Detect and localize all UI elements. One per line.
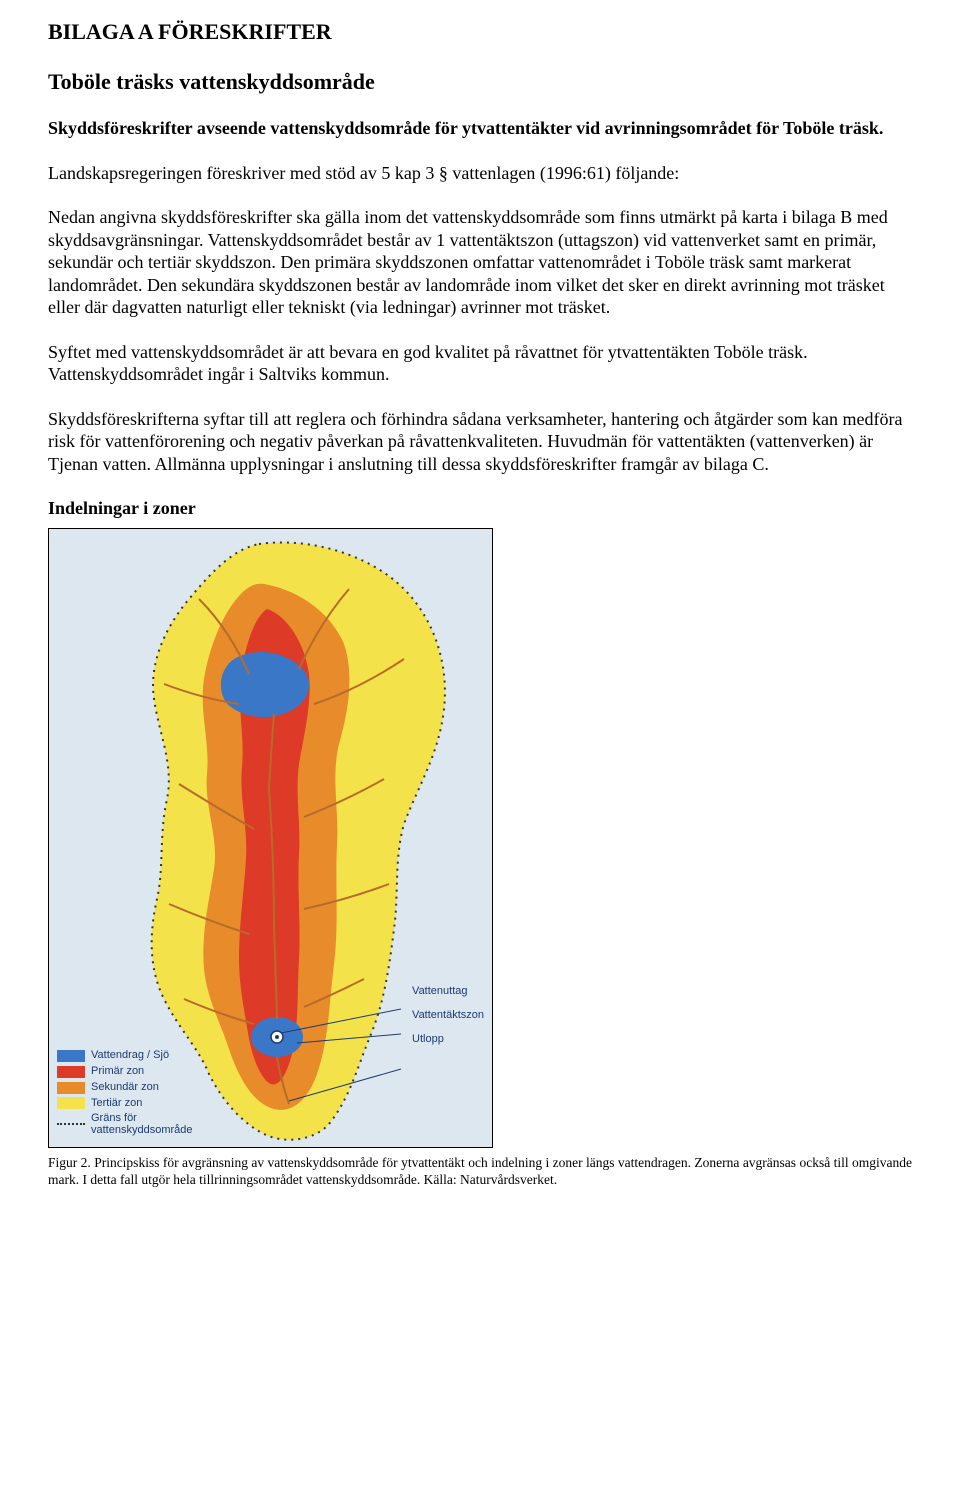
legend-label: Gräns förvattenskyddsområde (91, 1112, 193, 1136)
legend-label: Vattendrag / Sjö (91, 1049, 169, 1063)
legend-swatch (57, 1097, 85, 1109)
doc-subtitle: Toböle träsks vattenskyddsområde (48, 68, 912, 96)
section-heading: Indelningar i zoner (48, 497, 912, 520)
legend-border-swatch (57, 1123, 85, 1125)
map-label-vattentaktszon: Vattentäktszon (412, 1009, 484, 1023)
map-label-vattenuttag: Vattenuttag (412, 985, 484, 999)
legend-label: Primär zon (91, 1065, 144, 1079)
body-p1: Landskapsregeringen föreskriver med stöd… (48, 162, 912, 185)
legend-row-secondary: Sekundär zon (57, 1081, 193, 1095)
legend-label: Tertiär zon (91, 1097, 142, 1111)
doc-title: BILAGA A FÖRESKRIFTER (48, 18, 912, 46)
legend-row-border: Gräns förvattenskyddsområde (57, 1112, 193, 1136)
legend-row-water: Vattendrag / Sjö (57, 1049, 193, 1063)
body-p2: Nedan angivna skyddsföreskrifter ska gäl… (48, 206, 912, 319)
body-p4: Skyddsföreskrifterna syftar till att reg… (48, 408, 912, 476)
legend-swatch (57, 1082, 85, 1094)
legend-swatch (57, 1050, 85, 1062)
map-legend: Vattendrag / Sjö Primär zon Sekundär zon… (57, 1049, 193, 1138)
body-p3: Syftet med vattenskyddsområdet är att be… (48, 341, 912, 386)
intro-para: Skyddsföreskrifter avseende vattenskydds… (48, 117, 912, 140)
legend-swatch (57, 1066, 85, 1078)
map-right-labels: Vattenuttag Vattentäktszon Utlopp (412, 985, 484, 1056)
figure-caption: Figur 2. Principskiss för avgränsning av… (48, 1154, 912, 1189)
map-label-utlopp: Utlopp (412, 1033, 484, 1047)
legend-label: Sekundär zon (91, 1081, 159, 1095)
legend-row-tertiary: Tertiär zon (57, 1097, 193, 1111)
legend-row-primary: Primär zon (57, 1065, 193, 1079)
zone-map: Vattendrag / Sjö Primär zon Sekundär zon… (48, 528, 493, 1148)
